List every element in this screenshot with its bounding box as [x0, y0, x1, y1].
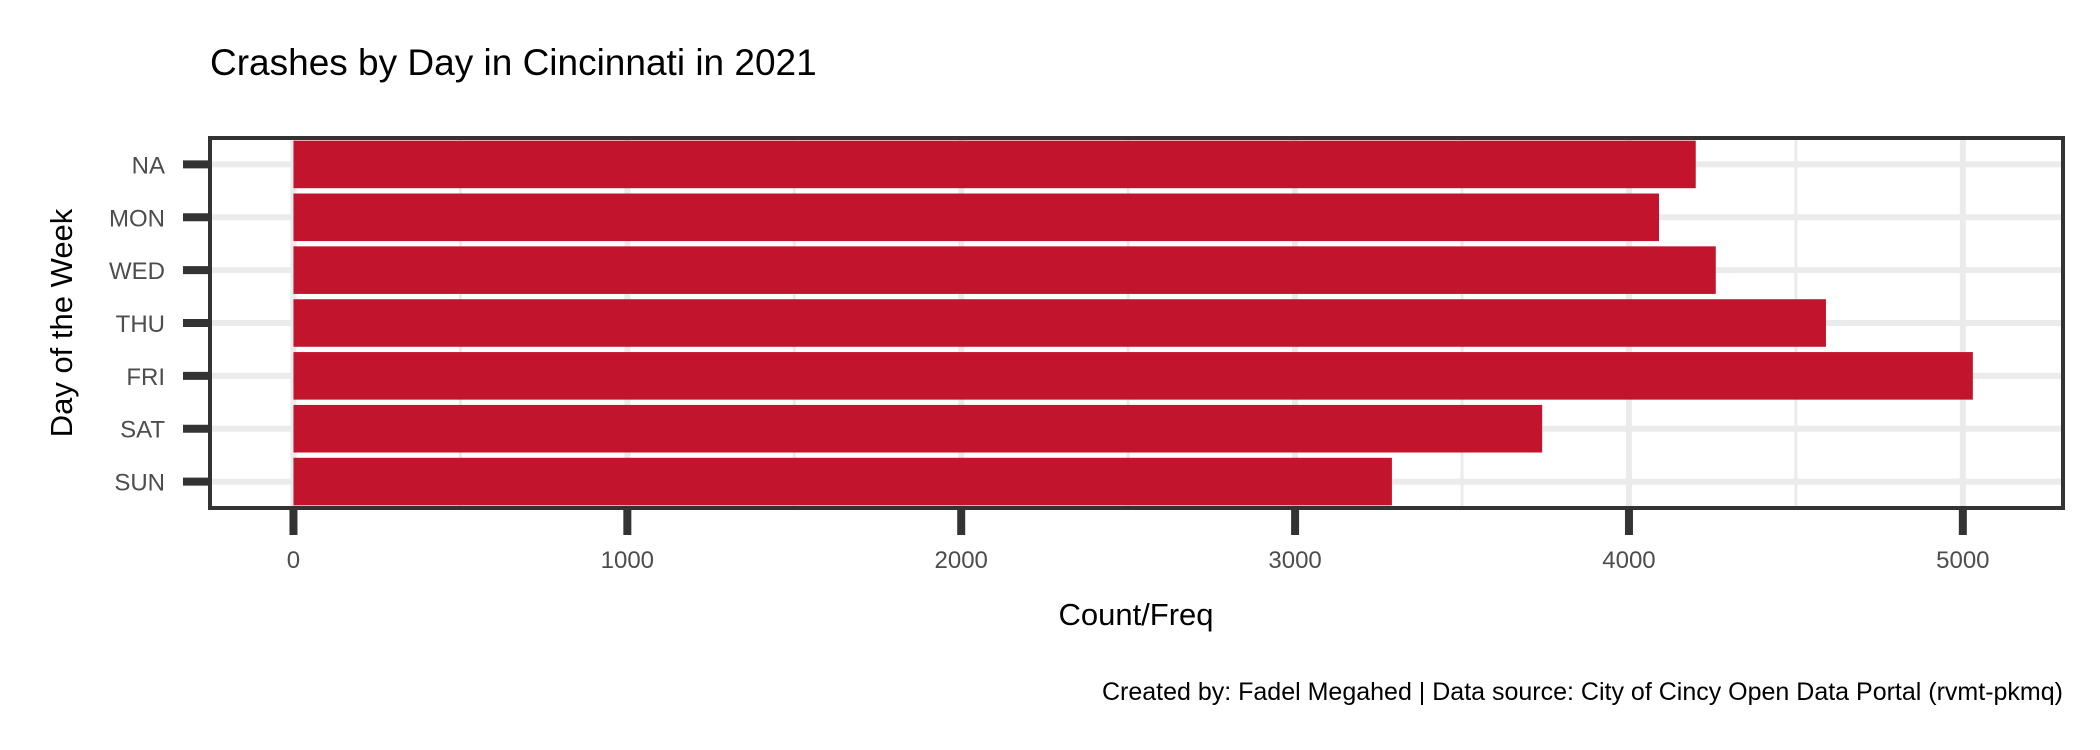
x-tick-label: 5000: [1936, 547, 1989, 574]
x-axis: 0 1000 2000 3000 4000 5000: [287, 510, 1990, 574]
bar-mon: [293, 193, 1660, 242]
bars: [293, 140, 1973, 506]
y-tick-label: MON: [109, 205, 165, 232]
y-tick-label: SAT: [120, 417, 165, 444]
chart-title: Crashes by Day in Cincinnati in 2021: [210, 42, 817, 83]
x-tick-label: 0: [287, 547, 300, 574]
bar-sat: [293, 404, 1543, 453]
y-tick-label: FRI: [126, 364, 165, 391]
x-tick-label: 1000: [601, 547, 654, 574]
bar-wed: [293, 246, 1716, 294]
x-axis-title: Count/Freq: [1058, 597, 1213, 632]
plot-panel-border: [208, 136, 2065, 510]
y-tick-label: WED: [109, 258, 165, 285]
y-tick-label: NA: [132, 152, 165, 179]
y-tick-label: THU: [116, 311, 165, 338]
x-tick-label: 2000: [935, 547, 988, 574]
x-tick-label: 4000: [1602, 547, 1655, 574]
y-tick-label: SUN: [114, 470, 165, 497]
y-axis-title: Day of the Week: [44, 208, 79, 437]
bar-sun: [293, 457, 1392, 506]
bar-thu: [293, 299, 1826, 347]
x-tick-label: 3000: [1268, 547, 1321, 574]
bar-fri: [293, 352, 1973, 400]
chart-caption: Created by: Fadel Megahed | Data source:…: [1102, 678, 2063, 706]
y-axis: NA MON WED THU FRI SAT SUN: [109, 152, 208, 497]
bar-na: [293, 140, 1696, 189]
